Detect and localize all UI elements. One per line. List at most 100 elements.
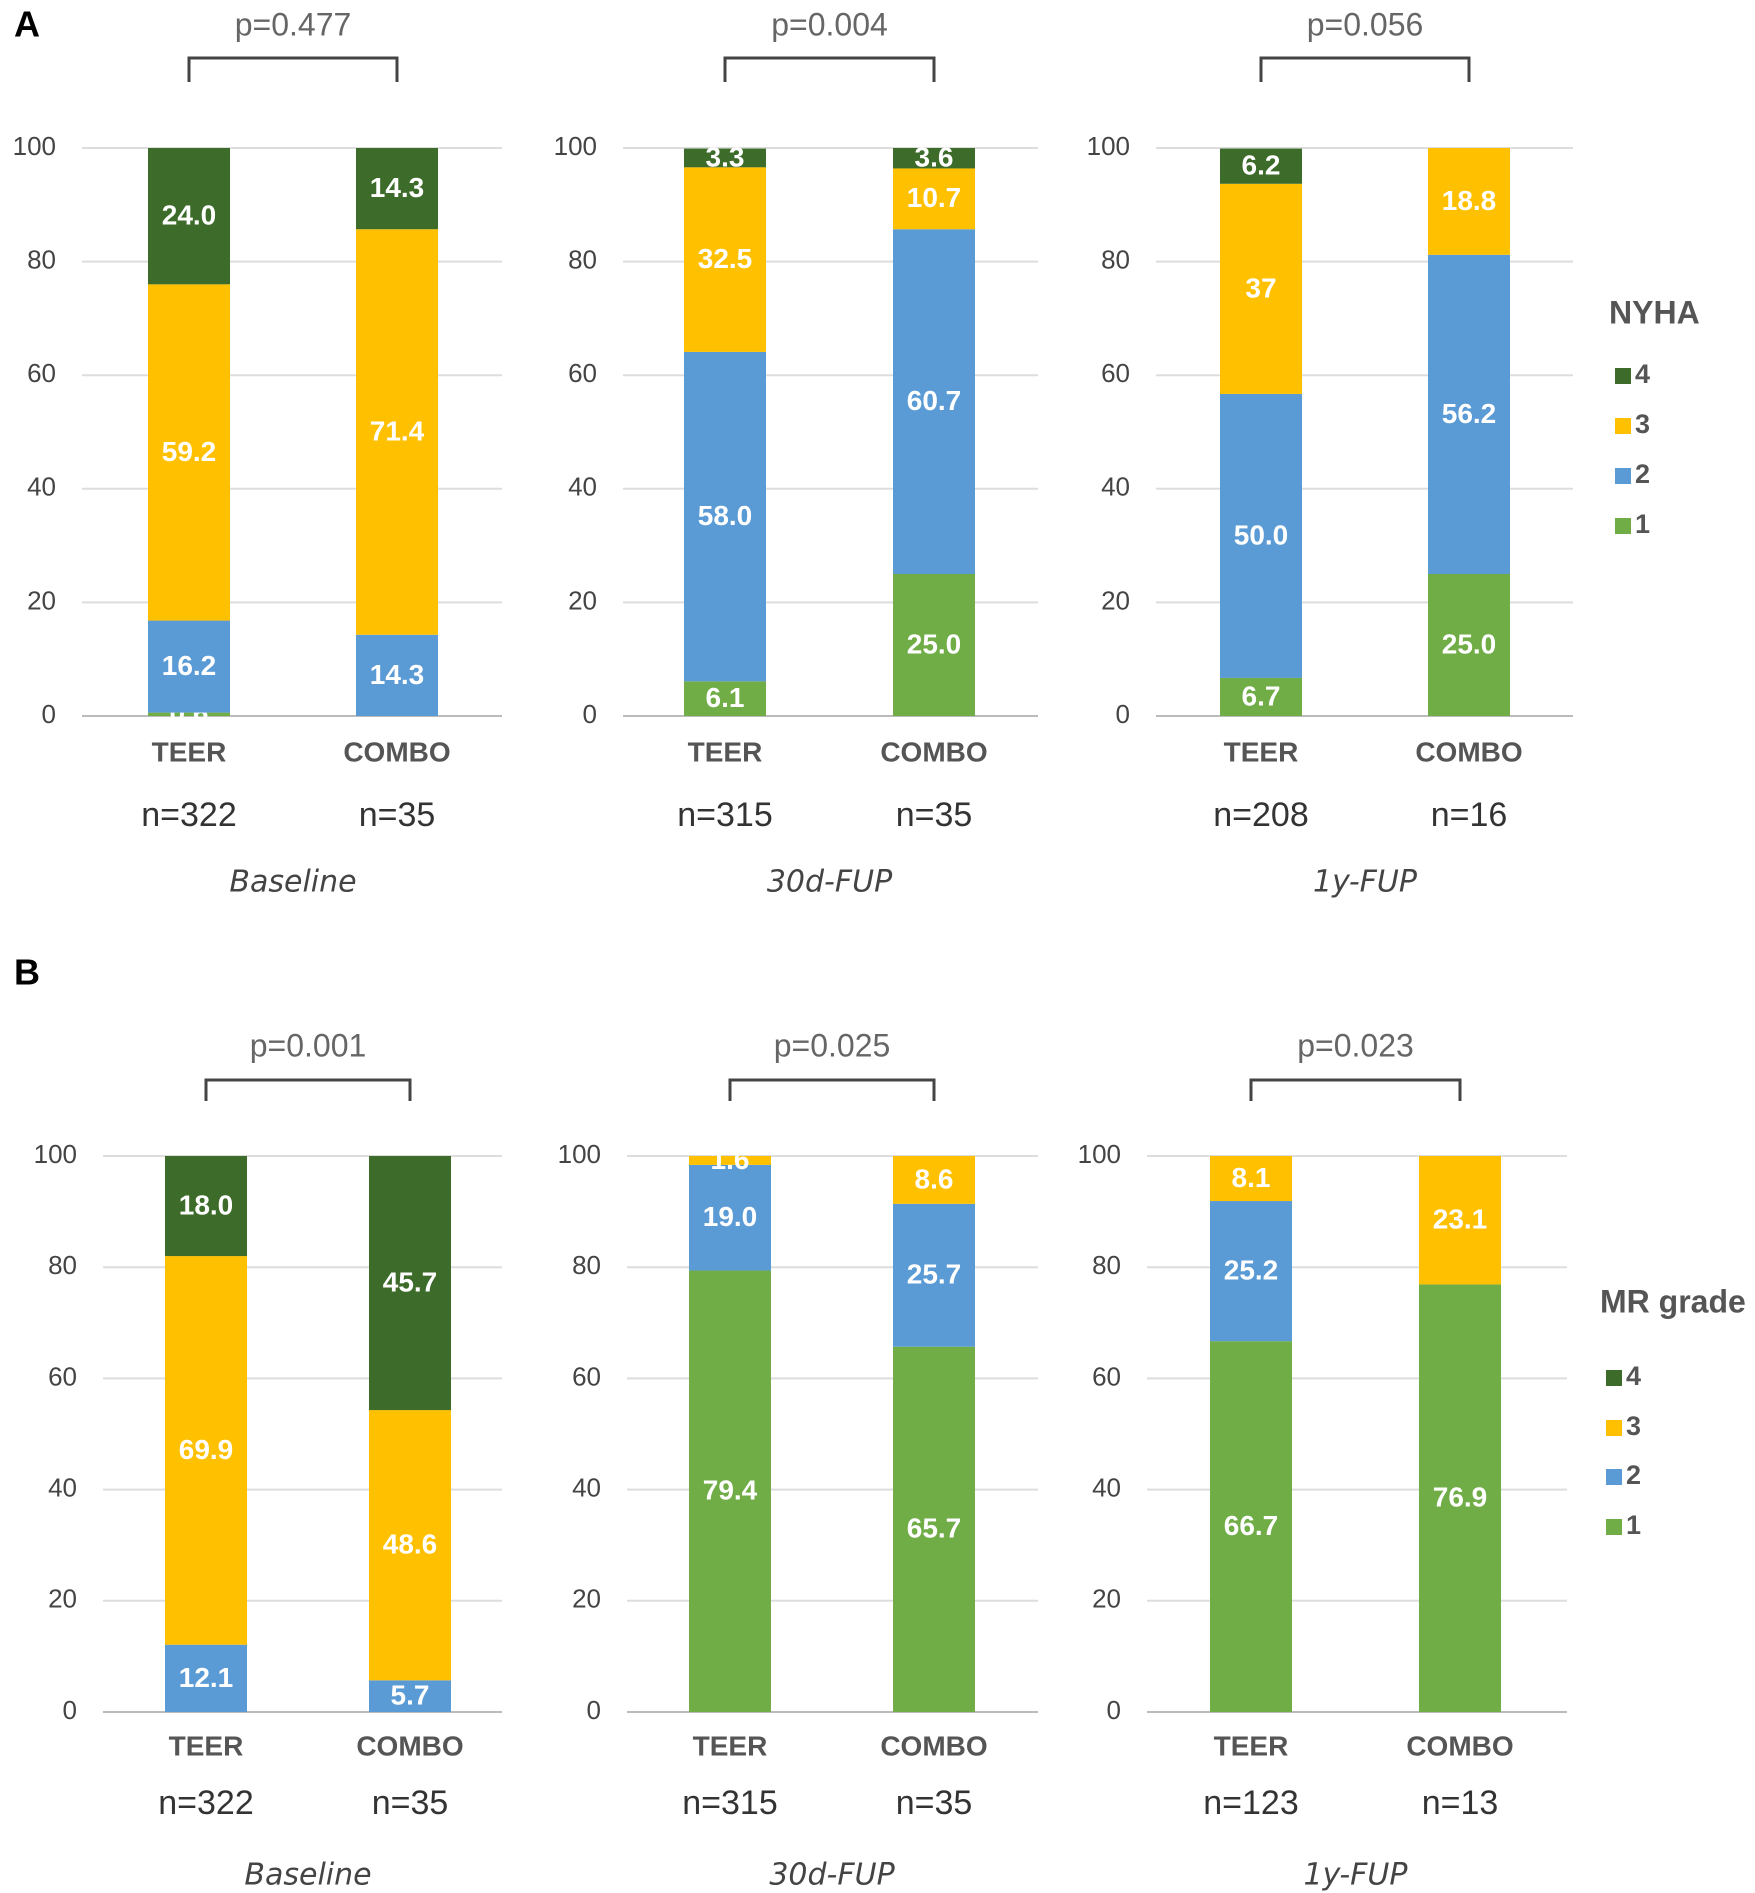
bar-segment bbox=[369, 1156, 451, 1411]
sample-size: n=13 bbox=[1422, 1784, 1499, 1822]
y-tick-label: 0 bbox=[1116, 699, 1130, 729]
bar-segment bbox=[1428, 574, 1510, 716]
value-label: 18.0 bbox=[179, 1189, 234, 1220]
y-tick-label: 40 bbox=[1101, 472, 1130, 502]
sample-size: n=315 bbox=[677, 796, 773, 834]
bar-segment bbox=[893, 148, 975, 169]
legend-swatch bbox=[1606, 1370, 1622, 1386]
value-label: 58.0 bbox=[698, 500, 753, 531]
value-label: 37 bbox=[1245, 272, 1276, 303]
y-tick-label: 100 bbox=[13, 131, 56, 161]
legend-swatch bbox=[1615, 468, 1631, 484]
value-label: 16.2 bbox=[162, 650, 217, 681]
value-label: 65.7 bbox=[907, 1513, 962, 1544]
value-label: 12.1 bbox=[179, 1662, 234, 1693]
value-label: 6.7 bbox=[1242, 680, 1281, 711]
legend-label: 3 bbox=[1635, 409, 1650, 439]
p-value: p=0.056 bbox=[1307, 6, 1424, 42]
legend-label: 3 bbox=[1626, 1411, 1641, 1441]
x-tick-label: TEER bbox=[152, 736, 227, 767]
y-tick-label: 40 bbox=[48, 1472, 77, 1502]
y-tick-label: 60 bbox=[1101, 358, 1130, 388]
bar-segment bbox=[369, 1410, 451, 1681]
p-value: p=0.025 bbox=[774, 1027, 891, 1063]
value-label: 25.2 bbox=[1224, 1254, 1279, 1285]
value-label: 50.0 bbox=[1234, 519, 1289, 550]
y-tick-label: 80 bbox=[27, 244, 56, 274]
x-tick-label: TEER bbox=[693, 1730, 768, 1761]
bar-segment bbox=[689, 1164, 771, 1271]
significance-bracket bbox=[1259, 56, 1471, 82]
value-label: 14.3 bbox=[370, 172, 425, 203]
panel-label: B bbox=[14, 952, 40, 993]
panel-label: A bbox=[14, 4, 40, 45]
value-label: 23.1 bbox=[1433, 1204, 1488, 1235]
value-label: 32.5 bbox=[698, 243, 753, 274]
bar-segment bbox=[893, 1156, 975, 1204]
p-value: p=0.023 bbox=[1297, 1027, 1414, 1063]
y-tick-label: 20 bbox=[568, 585, 597, 615]
bar-segment bbox=[684, 681, 766, 716]
y-tick-label: 100 bbox=[34, 1139, 77, 1169]
value-label: 48.6 bbox=[383, 1529, 438, 1560]
value-label: 6.1 bbox=[706, 682, 745, 713]
y-tick-label: 0 bbox=[63, 1695, 77, 1725]
bar-segment bbox=[1220, 148, 1302, 184]
bar-segment bbox=[148, 284, 230, 621]
value-label: 14.3 bbox=[370, 659, 425, 690]
bar-segment bbox=[1428, 254, 1510, 574]
y-tick-label: 100 bbox=[558, 1139, 601, 1169]
bar-segment bbox=[893, 1203, 975, 1347]
y-tick-label: 80 bbox=[568, 244, 597, 274]
bar-segment bbox=[1428, 148, 1510, 255]
y-tick-label: 20 bbox=[27, 585, 56, 615]
bar-segment bbox=[684, 351, 766, 682]
value-label: 25.0 bbox=[1442, 628, 1497, 659]
value-label: 59.2 bbox=[162, 436, 217, 467]
value-label: 6.2 bbox=[1242, 150, 1281, 181]
bar-segment bbox=[1210, 1156, 1292, 1202]
y-tick-label: 100 bbox=[554, 131, 597, 161]
x-axis-label: 1y-FUP bbox=[1313, 865, 1418, 900]
y-tick-label: 40 bbox=[27, 472, 56, 502]
legend-swatch bbox=[1615, 518, 1631, 534]
bar-segment bbox=[684, 148, 766, 168]
legend-swatch bbox=[1615, 368, 1631, 384]
y-tick-label: 80 bbox=[48, 1250, 77, 1280]
y-tick-label: 0 bbox=[42, 699, 56, 729]
significance-bracket bbox=[728, 1078, 936, 1101]
bar-segment bbox=[356, 148, 438, 230]
y-tick-label: 80 bbox=[1092, 1250, 1121, 1280]
bar-segment bbox=[1220, 183, 1302, 394]
legend-label: 4 bbox=[1635, 359, 1650, 389]
bar-segment bbox=[1419, 1284, 1501, 1712]
value-label: 19.0 bbox=[703, 1201, 758, 1232]
legend-swatch bbox=[1615, 418, 1631, 434]
x-axis-label: 1y-FUP bbox=[1304, 1858, 1409, 1893]
y-tick-label: 40 bbox=[572, 1472, 601, 1502]
bar-segment bbox=[356, 634, 438, 716]
bar-segment bbox=[893, 1346, 975, 1712]
value-label: 66.7 bbox=[1224, 1510, 1279, 1541]
bar-segment bbox=[689, 1270, 771, 1712]
y-tick-label: 20 bbox=[48, 1584, 77, 1614]
y-tick-label: 60 bbox=[1092, 1361, 1121, 1391]
sample-size: n=35 bbox=[896, 1784, 973, 1822]
y-tick-label: 0 bbox=[1107, 1695, 1121, 1725]
x-tick-label: COMBO bbox=[880, 736, 987, 767]
legend-swatch bbox=[1606, 1519, 1622, 1535]
y-tick-label: 40 bbox=[568, 472, 597, 502]
p-value: p=0.477 bbox=[235, 6, 352, 42]
value-label: 24.0 bbox=[162, 200, 217, 231]
bar-segment bbox=[148, 620, 230, 713]
x-tick-label: TEER bbox=[1214, 1730, 1289, 1761]
x-tick-label: COMBO bbox=[343, 736, 450, 767]
significance-bracket bbox=[204, 1078, 412, 1101]
bar-segment bbox=[684, 167, 766, 352]
y-tick-label: 20 bbox=[572, 1584, 601, 1614]
value-label: 18.8 bbox=[1442, 185, 1497, 216]
legend-label: 2 bbox=[1626, 1460, 1641, 1490]
x-tick-label: TEER bbox=[688, 736, 763, 767]
bar-segment bbox=[369, 1680, 451, 1712]
